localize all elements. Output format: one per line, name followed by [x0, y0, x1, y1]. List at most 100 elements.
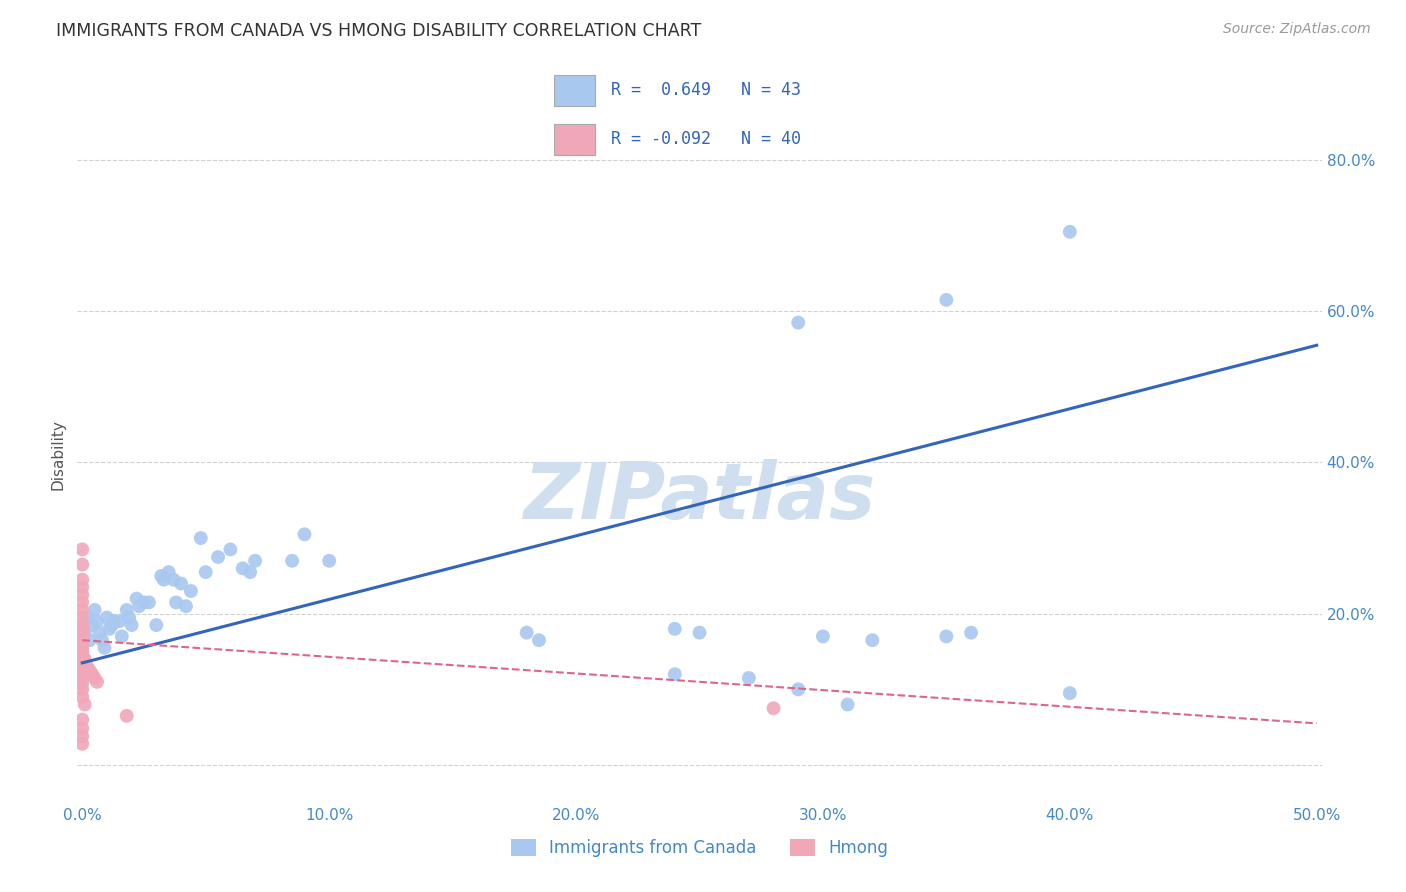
Point	[787, 682, 810, 697]
Point	[72, 690, 94, 704]
Point	[76, 610, 98, 624]
Point	[664, 667, 686, 681]
Point	[128, 599, 150, 614]
Point	[72, 603, 94, 617]
Point	[76, 659, 98, 673]
Point	[811, 629, 834, 643]
Point	[190, 531, 212, 545]
Point	[72, 558, 94, 572]
Point	[72, 664, 94, 678]
Point	[118, 610, 141, 624]
Point	[72, 729, 94, 743]
Point	[72, 629, 94, 643]
Point	[152, 573, 174, 587]
Point	[121, 618, 143, 632]
Point	[72, 667, 94, 681]
FancyBboxPatch shape	[554, 124, 595, 155]
FancyBboxPatch shape	[554, 75, 595, 105]
Point	[138, 595, 160, 609]
Point	[157, 565, 180, 579]
Point	[72, 713, 94, 727]
Point	[79, 633, 101, 648]
Point	[115, 708, 138, 723]
Point	[98, 622, 121, 636]
Point	[72, 637, 94, 651]
Point	[83, 603, 105, 617]
Point	[72, 652, 94, 666]
Point	[93, 640, 115, 655]
Point	[72, 648, 94, 663]
Point	[72, 588, 94, 602]
Point	[935, 629, 957, 643]
Point	[103, 615, 125, 629]
Point	[689, 625, 711, 640]
Point	[180, 584, 202, 599]
Point	[72, 659, 94, 673]
Point	[72, 625, 94, 640]
Point	[73, 625, 96, 640]
Point	[111, 629, 134, 643]
Point	[762, 701, 785, 715]
Point	[194, 565, 217, 579]
Point	[72, 610, 94, 624]
Text: ZIPatlas: ZIPatlas	[523, 458, 876, 534]
Point	[83, 671, 105, 685]
Point	[516, 625, 538, 640]
Point	[860, 633, 883, 648]
Point	[96, 610, 118, 624]
Point	[239, 565, 262, 579]
Point	[72, 595, 94, 609]
Legend: Immigrants from Canada, Hmong: Immigrants from Canada, Hmong	[505, 832, 894, 864]
Point	[162, 573, 184, 587]
Point	[787, 316, 810, 330]
Point	[72, 656, 94, 670]
Point	[1059, 225, 1081, 239]
Point	[318, 554, 340, 568]
Point	[243, 554, 266, 568]
Point	[150, 569, 173, 583]
Point	[72, 722, 94, 736]
Point	[82, 618, 104, 632]
Point	[73, 698, 96, 712]
Point	[935, 293, 957, 307]
Point	[125, 591, 148, 606]
Point	[165, 595, 187, 609]
Point	[73, 652, 96, 666]
Point	[108, 615, 131, 629]
Point	[72, 542, 94, 557]
Text: IMMIGRANTS FROM CANADA VS HMONG DISABILITY CORRELATION CHART: IMMIGRANTS FROM CANADA VS HMONG DISABILI…	[56, 22, 702, 40]
Point	[82, 667, 104, 681]
Point	[132, 595, 155, 609]
Point	[145, 618, 167, 632]
Text: R = -0.092   N = 40: R = -0.092 N = 40	[612, 130, 801, 148]
Point	[101, 618, 124, 632]
Point	[72, 644, 94, 658]
Point	[207, 549, 229, 564]
Point	[960, 625, 983, 640]
Point	[72, 671, 94, 685]
Point	[294, 527, 316, 541]
Point	[72, 622, 94, 636]
Point	[72, 682, 94, 697]
Point	[738, 671, 761, 685]
Point	[86, 615, 108, 629]
Point	[174, 599, 197, 614]
Point	[170, 576, 193, 591]
Point	[72, 618, 94, 632]
Point	[232, 561, 254, 575]
Point	[72, 633, 94, 648]
Point	[72, 580, 94, 594]
Point	[837, 698, 859, 712]
Point	[1059, 686, 1081, 700]
Point	[219, 542, 242, 557]
Text: R =  0.649   N = 43: R = 0.649 N = 43	[612, 81, 801, 99]
Point	[72, 573, 94, 587]
Point	[79, 664, 101, 678]
Point	[281, 554, 304, 568]
Text: Source: ZipAtlas.com: Source: ZipAtlas.com	[1223, 22, 1371, 37]
Point	[86, 674, 108, 689]
Point	[72, 676, 94, 690]
Y-axis label: Disability: Disability	[51, 419, 66, 491]
Point	[664, 622, 686, 636]
Point	[72, 640, 94, 655]
